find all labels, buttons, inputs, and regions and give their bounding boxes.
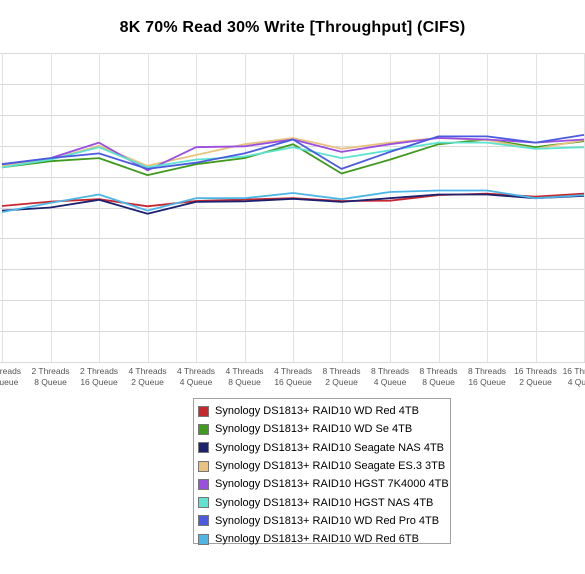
legend-item: Synology DS1813+ RAID10 HGST 7K4000 4TB	[198, 475, 450, 493]
x-tick-label: 4 Threads	[128, 366, 166, 376]
x-tick-label: 16 Queue	[468, 377, 506, 387]
legend-label: Synology DS1813+ RAID10 WD Se 4TB	[215, 423, 413, 436]
legend-item: Synology DS1813+ RAID10 WD Red Pro 4TB	[198, 512, 450, 530]
x-tick-label: 8 Threads	[419, 366, 457, 376]
x-tick-label: 16 Queue	[274, 377, 312, 387]
x-tick-label: 2 Queue	[131, 377, 164, 387]
legend-label: Synology DS1813+ RAID10 Seagate NAS 4TB	[215, 441, 444, 454]
x-tick-label: 16 Threads	[563, 366, 585, 376]
x-tick-label: 8 Threads	[322, 366, 360, 376]
chart-title: 8K 70% Read 30% Write [Throughput] (CIFS…	[119, 19, 466, 36]
legend-label: Synology DS1813+ RAID10 HGST 7K4000 4TB	[215, 478, 449, 491]
legend-swatch	[198, 478, 209, 490]
legend-item: Synology DS1813+ RAID10 HGST NAS 4TB	[198, 493, 450, 511]
series-line	[1, 193, 585, 215]
legend-swatch	[198, 442, 209, 454]
x-tick-label: 8 Threads	[468, 366, 506, 376]
legend-label: Synology DS1813+ RAID10 Seagate ES.3 3TB	[215, 460, 446, 473]
x-tick-label: 2 Threads	[80, 366, 118, 376]
legend-swatch	[198, 405, 209, 417]
x-tick-label: 2 Queue	[519, 377, 552, 387]
x-tick-label: 4 Threads	[177, 366, 215, 376]
legend-item: Synology DS1813+ RAID10 Seagate ES.3 3TB	[198, 457, 450, 475]
x-tick-label: 4 Queue	[568, 377, 585, 387]
x-tick-label: 1 Queue	[0, 377, 19, 387]
legend-item: Synology DS1813+ RAID10 WD Red 4TB	[198, 402, 450, 420]
legend-swatch	[198, 423, 209, 435]
series-lines	[1, 134, 585, 215]
legend-item: Synology DS1813+ RAID10 WD Red 6TB	[198, 530, 450, 548]
legend-swatch	[198, 515, 209, 527]
x-tick-label: 4 Queue	[180, 377, 213, 387]
legend-swatch	[198, 533, 209, 545]
series-line	[1, 141, 585, 169]
x-tick-label: 1 Threads	[0, 366, 21, 376]
series-line	[1, 134, 585, 170]
x-tick-label: 8 Queue	[34, 377, 67, 387]
grid	[0, 53, 585, 363]
series-line	[1, 189, 585, 213]
x-tick-label: 16 Queue	[80, 377, 118, 387]
legend-label: Synology DS1813+ RAID10 WD Red 4TB	[215, 405, 419, 418]
x-tick-label: 16 Threads	[514, 366, 557, 376]
legend-label: Synology DS1813+ RAID10 WD Red Pro 4TB	[215, 514, 440, 527]
x-tick-label: 8 Queue	[228, 377, 261, 387]
legend: Synology DS1813+ RAID10 WD Red 4TB Synolo…	[193, 398, 451, 545]
x-tick-label: 8 Queue	[422, 377, 455, 387]
legend-label: Synology DS1813+ RAID10 HGST NAS 4TB	[215, 496, 434, 509]
x-tick-label: 8 Threads	[371, 366, 409, 376]
legend-label: Synology DS1813+ RAID10 WD Red 6TB	[215, 533, 419, 546]
x-tick-label: 4 Queue	[374, 377, 407, 387]
legend-swatch	[198, 460, 209, 472]
x-tick-label: 2 Threads	[31, 366, 69, 376]
x-tick-label: 4 Threads	[225, 366, 263, 376]
legend-swatch	[198, 497, 209, 509]
legend-item: Synology DS1813+ RAID10 WD Se 4TB	[198, 420, 450, 438]
x-tick-label: 4 Threads	[274, 366, 312, 376]
legend-item: Synology DS1813+ RAID10 Seagate NAS 4TB	[198, 439, 450, 457]
x-tick-label: 2 Queue	[325, 377, 358, 387]
